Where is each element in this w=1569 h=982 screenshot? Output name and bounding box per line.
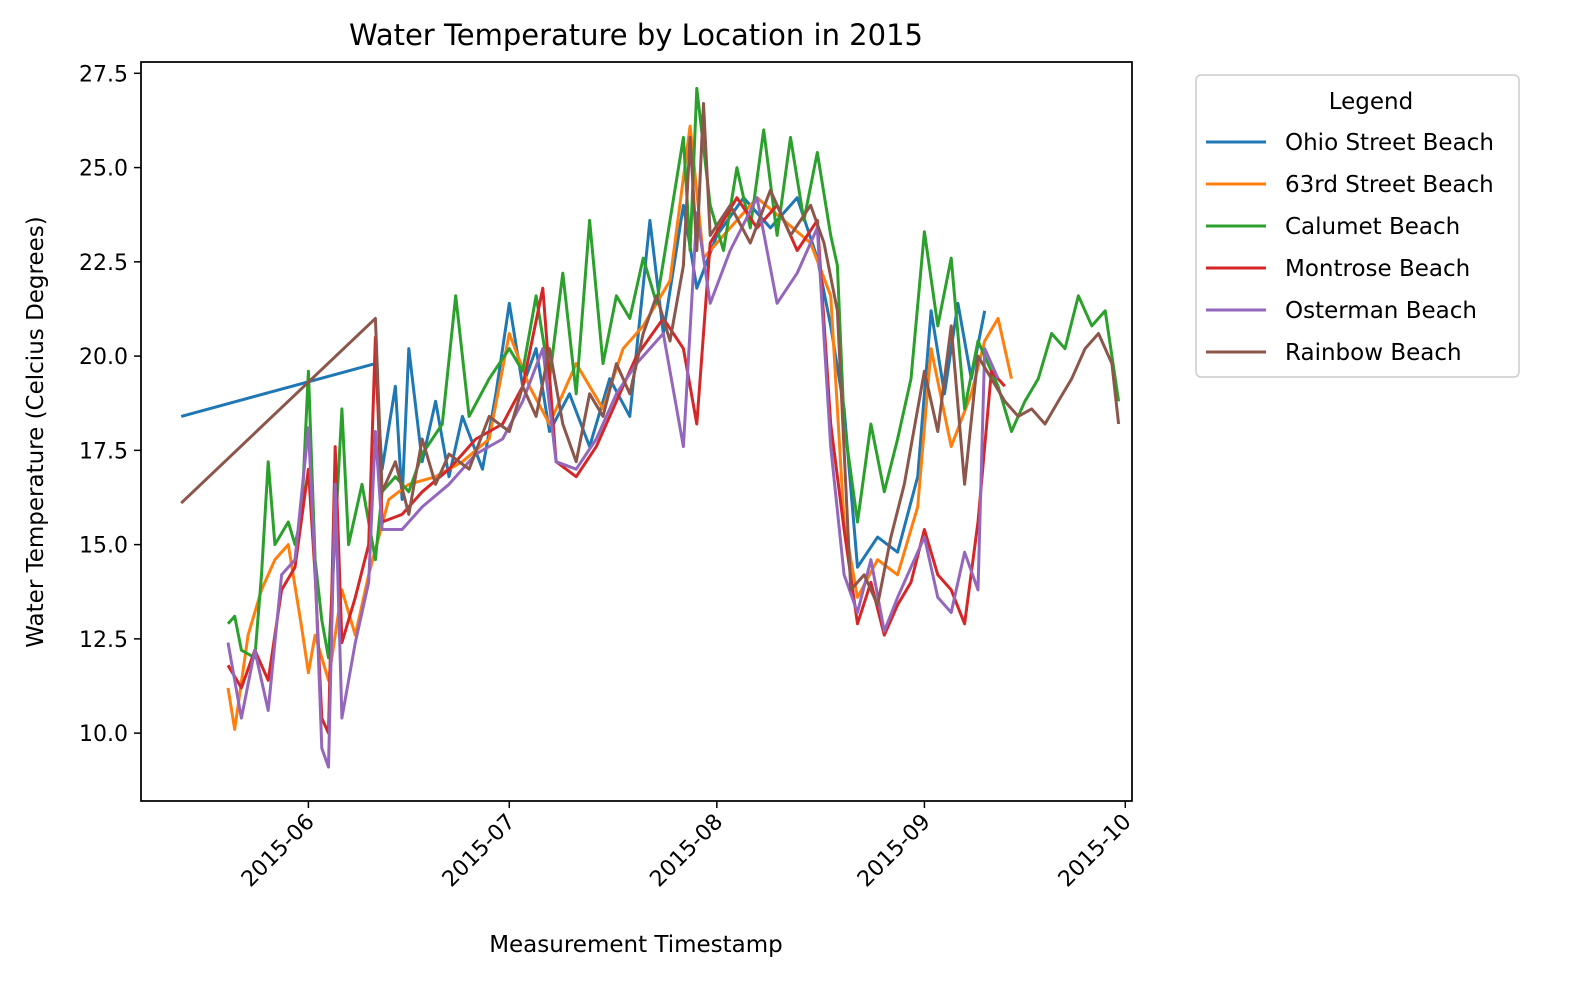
legend-item-label: Calumet Beach (1285, 214, 1460, 240)
series-line-montrose-beach (226, 196, 1006, 735)
legend-title: Legend (1329, 89, 1414, 115)
y-tick-label: 10.0 (79, 722, 128, 747)
x-tick-label: 2015-07 (438, 810, 521, 893)
legend-items: Ohio Street Beach 63rd Street Beach Calume… (1206, 130, 1494, 366)
x-tick-label: 2015-08 (645, 810, 728, 893)
legend-item-label: Montrose Beach (1285, 256, 1470, 282)
series-line-63rd-street-beach (226, 124, 1013, 731)
y-tick-label: 12.5 (79, 628, 128, 653)
legend-item-label: 63rd Street Beach (1285, 172, 1494, 198)
y-tick-label: 17.5 (79, 439, 128, 464)
y-tick-label: 15.0 (79, 534, 128, 559)
x-axis: 2015-06 2015-07 2015-08 2015-09 2015-10 (237, 801, 1137, 892)
y-tick-label: 25.0 (79, 157, 128, 182)
legend-item-label: Osterman Beach (1285, 298, 1477, 324)
x-axis-label: Measurement Timestamp (489, 932, 783, 958)
x-tick-label: 2015-06 (237, 810, 320, 893)
legend-item-label: Rainbow Beach (1285, 340, 1462, 366)
y-axis: 10.0 12.5 15.0 17.5 20.0 22.5 25.0 27.5 (79, 62, 141, 747)
y-tick-label: 27.5 (79, 62, 128, 87)
plot-border (140, 61, 1133, 802)
y-tick-label: 22.5 (79, 251, 128, 276)
y-tick-label: 20.0 (79, 345, 128, 370)
legend-item-label: Ohio Street Beach (1285, 130, 1494, 156)
legend: Legend Ohio Street Beach 63rd Street Beac… (1195, 74, 1520, 378)
x-tick-label: 2015-09 (853, 810, 936, 893)
chart-title: Water Temperature by Location in 2015 (349, 18, 923, 52)
series-line-ohio-street-beach (180, 196, 987, 569)
series-line-osterman-beach (226, 196, 1000, 769)
y-axis-label: Water Temperature (Celcius Degrees) (23, 216, 49, 647)
series-line-calumet-beach (226, 86, 1121, 660)
legend-frame (1195, 74, 1520, 378)
series-line-rainbow-beach (180, 102, 1121, 607)
x-tick-label: 2015-10 (1054, 810, 1137, 893)
series-layer (180, 86, 1121, 769)
